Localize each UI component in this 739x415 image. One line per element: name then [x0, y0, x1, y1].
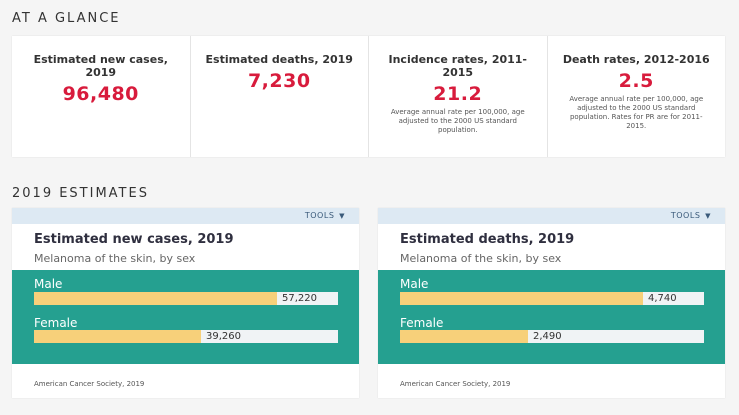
bar-female	[400, 330, 528, 343]
bar-track-male: 57,220	[34, 292, 338, 305]
stat-new-cases: Estimated new cases, 2019 96,480	[12, 36, 191, 157]
bar-value-female: 2,490	[533, 331, 562, 342]
source-credit: American Cancer Society, 2019	[400, 380, 511, 388]
new-cases-card: TOOLS ▼ Estimated new cases, 2019 Melano…	[12, 208, 359, 398]
bar-chart: Male 4,740 Female 2,490	[378, 270, 725, 364]
stat-label: Death rates, 2012-2016	[562, 53, 710, 66]
tools-label: TOOLS	[670, 211, 701, 220]
stat-label: Estimated new cases, 2019	[33, 53, 168, 79]
card-subtitle: Melanoma of the skin, by sex	[400, 252, 562, 265]
bar-label-male: Male	[34, 277, 63, 291]
stat-value: 96,480	[62, 83, 139, 105]
bar-value-male: 57,220	[282, 293, 317, 304]
at-a-glance-panel: Estimated new cases, 2019 96,480 Estimat…	[12, 36, 725, 157]
stat-value: 2.5	[618, 70, 654, 92]
tools-menu-button[interactable]: TOOLS ▼	[378, 208, 725, 224]
bar-track-female: 39,260	[34, 330, 338, 343]
bar-chart: Male 57,220 Female 39,260	[12, 270, 359, 364]
chevron-down-icon: ▼	[336, 212, 345, 220]
stat-label: Incidence rates, 2011-2015	[388, 53, 528, 79]
stat-label: Estimated deaths, 2019	[205, 53, 353, 66]
bar-value-male: 4,740	[648, 293, 677, 304]
stat-value: 7,230	[247, 70, 311, 92]
stat-note: Average annual rate per 100,000, age adj…	[569, 95, 704, 130]
stat-death-rates: Death rates, 2012-2016 2.5 Average annua…	[548, 36, 726, 157]
bar-label-female: Female	[34, 316, 78, 330]
chevron-down-icon: ▼	[702, 212, 711, 220]
bar-male	[34, 292, 277, 305]
deaths-card: TOOLS ▼ Estimated deaths, 2019 Melanoma …	[378, 208, 725, 398]
stat-deaths: Estimated deaths, 2019 7,230	[191, 36, 369, 157]
stat-note: Average annual rate per 100,000, age adj…	[390, 108, 525, 134]
bar-male	[400, 292, 643, 305]
tools-label: TOOLS	[304, 211, 335, 220]
source-credit: American Cancer Society, 2019	[34, 380, 145, 388]
bar-label-female: Female	[400, 316, 444, 330]
estimates-heading: 2019 ESTIMATES	[12, 186, 149, 201]
bar-label-male: Male	[400, 277, 429, 291]
tools-menu-button[interactable]: TOOLS ▼	[12, 208, 359, 224]
bar-track-male: 4,740	[400, 292, 704, 305]
at-a-glance-heading: AT A GLANCE	[12, 11, 121, 26]
bar-value-female: 39,260	[206, 331, 241, 342]
stat-value: 21.2	[433, 83, 483, 105]
card-title: Estimated deaths, 2019	[400, 232, 575, 247]
stat-incidence-rates: Incidence rates, 2011-2015 21.2 Average …	[369, 36, 548, 157]
card-subtitle: Melanoma of the skin, by sex	[34, 252, 196, 265]
card-title: Estimated new cases, 2019	[34, 232, 234, 247]
bar-female	[34, 330, 201, 343]
bar-track-female: 2,490	[400, 330, 704, 343]
